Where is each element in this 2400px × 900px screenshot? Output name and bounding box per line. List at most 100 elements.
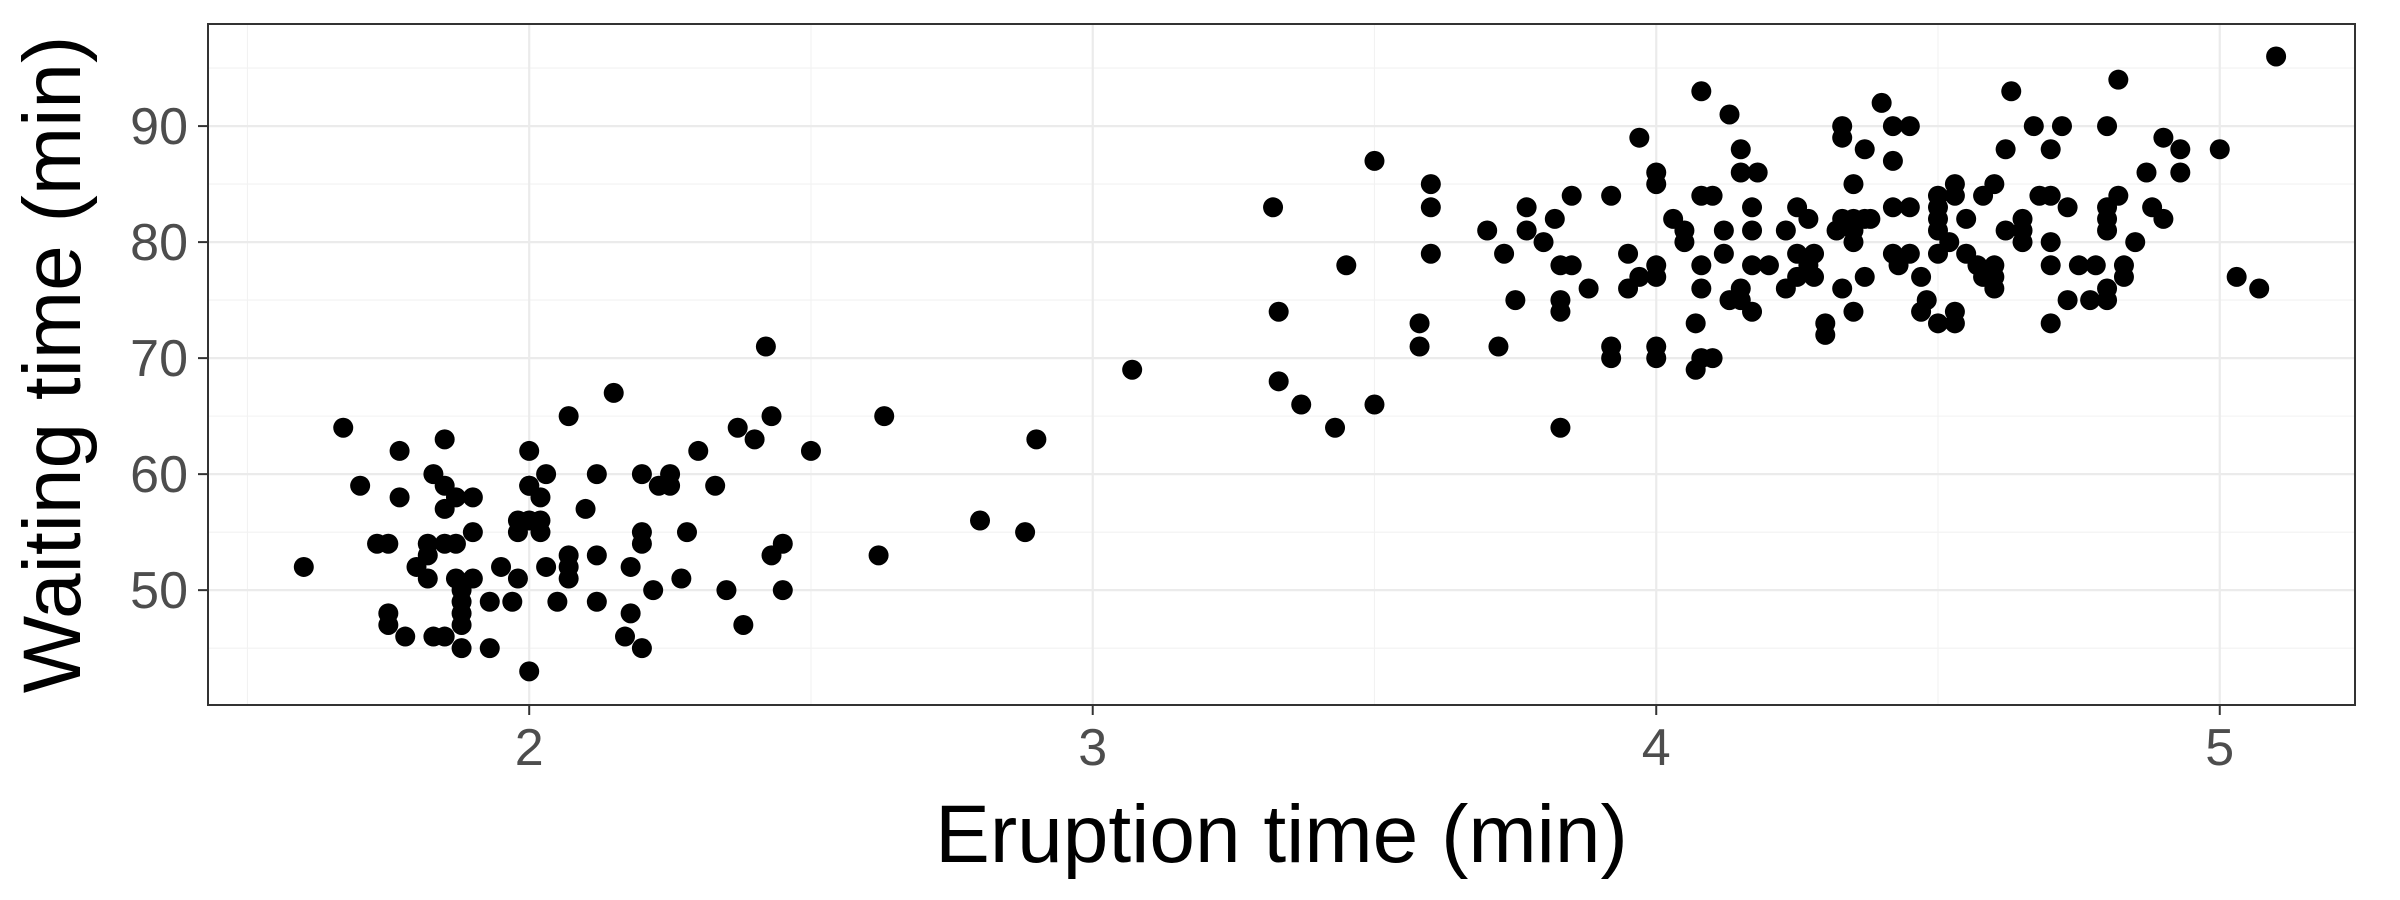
data-point [970, 510, 991, 531]
x-tick-label: 4 [1642, 719, 1671, 777]
data-point [1742, 220, 1763, 241]
data-point [1742, 255, 1763, 276]
data-point [2040, 313, 2061, 334]
data-point [1646, 266, 1667, 287]
data-point [1860, 208, 1881, 229]
data-point [1325, 417, 1346, 438]
data-point [417, 545, 438, 566]
data-point [462, 522, 483, 543]
data-point [586, 545, 607, 566]
data-point [1533, 232, 1554, 253]
data-point [1927, 313, 1948, 334]
data-point [1561, 255, 1582, 276]
data-point [1263, 197, 1284, 218]
data-point [1646, 174, 1667, 195]
data-point [1984, 278, 2005, 299]
x-tick-label: 5 [2205, 719, 2234, 777]
data-point [1882, 116, 1903, 137]
data-point [536, 464, 557, 485]
data-point [1477, 220, 1498, 241]
data-point [417, 568, 438, 589]
data-point [761, 406, 782, 427]
data-point [395, 626, 416, 647]
data-point [2068, 255, 2089, 276]
y-axis-title: Waiting time (min) [7, 36, 98, 694]
data-point [631, 638, 652, 659]
data-point [445, 533, 466, 554]
data-point [445, 487, 466, 508]
data-point [1939, 232, 1960, 253]
data-point [660, 475, 681, 496]
data-point [620, 603, 641, 624]
data-point [1713, 243, 1734, 264]
data-point [1601, 348, 1622, 369]
data-point [2040, 232, 2061, 253]
data-point [2136, 162, 2157, 183]
data-point [451, 638, 472, 659]
data-point [2040, 255, 2061, 276]
data-point [1995, 220, 2016, 241]
data-point [1578, 278, 1599, 299]
data-point [1815, 324, 1836, 345]
data-point [2170, 162, 2191, 183]
data-point [2170, 139, 2191, 160]
data-point [2057, 290, 2078, 311]
data-point [1804, 243, 1825, 264]
data-point [586, 464, 607, 485]
data-point [350, 475, 371, 496]
data-point [2012, 232, 2033, 253]
data-point [1832, 278, 1853, 299]
data-point [1775, 220, 1796, 241]
data-point [1747, 162, 1768, 183]
data-point [519, 440, 540, 461]
data-point [2051, 116, 2072, 137]
data-point [800, 440, 821, 461]
data-point [2023, 116, 2044, 137]
data-point [1505, 290, 1526, 311]
data-point [1291, 394, 1312, 415]
data-point [507, 568, 528, 589]
points-layer [293, 46, 2287, 682]
data-point [615, 626, 636, 647]
data-point [716, 580, 737, 601]
data-point [547, 591, 568, 612]
data-point [462, 568, 483, 589]
data-point [1601, 185, 1622, 206]
data-point [874, 406, 895, 427]
data-point [1854, 266, 1875, 287]
data-point [558, 556, 579, 577]
data-point [705, 475, 726, 496]
data-point [772, 533, 793, 554]
data-point [1364, 394, 1385, 415]
data-point [1719, 104, 1740, 125]
data-point [2108, 69, 2129, 90]
data-point [631, 464, 652, 485]
data-point [1561, 185, 1582, 206]
data-point [1629, 127, 1650, 148]
data-point [1944, 313, 1965, 334]
data-point [434, 626, 455, 647]
data-point [2108, 185, 2129, 206]
ticks-layer: 2 3 4 5 50 60 70 80 90 [130, 98, 2234, 777]
data-point [530, 487, 551, 508]
data-point [1995, 139, 2016, 160]
data-point [671, 568, 692, 589]
data-point [1488, 336, 1509, 357]
data-point [1713, 220, 1734, 241]
data-point [688, 440, 709, 461]
data-point [1899, 116, 1920, 137]
data-point [1364, 150, 1385, 171]
data-point [1843, 301, 1864, 322]
data-point [479, 638, 500, 659]
data-point [2113, 266, 2134, 287]
data-point [2040, 185, 2061, 206]
data-point [1882, 197, 1903, 218]
data-point [1516, 197, 1537, 218]
data-point [1899, 243, 1920, 264]
data-point [2097, 116, 2118, 137]
data-point [1843, 232, 1864, 253]
data-point [519, 661, 540, 682]
data-point [434, 429, 455, 450]
data-point [2249, 278, 2270, 299]
